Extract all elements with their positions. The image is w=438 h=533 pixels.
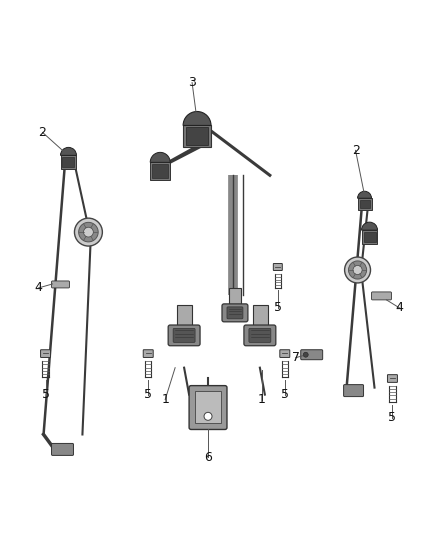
- Wedge shape: [183, 111, 211, 125]
- Circle shape: [303, 352, 308, 357]
- Text: 1: 1: [161, 393, 169, 406]
- FancyBboxPatch shape: [189, 385, 227, 430]
- FancyBboxPatch shape: [168, 325, 200, 346]
- Text: 4: 4: [396, 301, 403, 314]
- Wedge shape: [150, 152, 170, 163]
- FancyBboxPatch shape: [244, 325, 276, 346]
- FancyBboxPatch shape: [249, 328, 271, 342]
- FancyBboxPatch shape: [150, 163, 170, 180]
- Text: 6: 6: [204, 451, 212, 464]
- Circle shape: [353, 265, 362, 274]
- Text: 2: 2: [39, 126, 46, 139]
- Circle shape: [345, 257, 371, 283]
- Wedge shape: [60, 148, 77, 155]
- FancyBboxPatch shape: [388, 375, 397, 382]
- FancyBboxPatch shape: [177, 305, 192, 327]
- Text: 3: 3: [188, 76, 196, 89]
- FancyBboxPatch shape: [41, 350, 50, 358]
- FancyBboxPatch shape: [229, 288, 241, 306]
- FancyBboxPatch shape: [63, 157, 74, 167]
- Text: 7: 7: [292, 351, 300, 364]
- Text: 5: 5: [42, 388, 49, 401]
- Text: 5: 5: [389, 411, 396, 424]
- Circle shape: [79, 222, 98, 242]
- FancyBboxPatch shape: [253, 305, 268, 327]
- FancyBboxPatch shape: [152, 164, 168, 178]
- Text: 2: 2: [352, 144, 360, 157]
- FancyBboxPatch shape: [222, 304, 248, 322]
- FancyBboxPatch shape: [195, 391, 221, 423]
- Wedge shape: [357, 191, 371, 198]
- Text: 1: 1: [258, 393, 266, 406]
- FancyBboxPatch shape: [183, 125, 211, 148]
- FancyBboxPatch shape: [371, 292, 392, 300]
- Circle shape: [204, 413, 212, 421]
- Circle shape: [349, 261, 367, 279]
- FancyBboxPatch shape: [173, 328, 195, 342]
- FancyBboxPatch shape: [52, 281, 70, 288]
- FancyBboxPatch shape: [273, 263, 283, 270]
- FancyBboxPatch shape: [280, 350, 290, 358]
- FancyBboxPatch shape: [186, 127, 208, 146]
- FancyBboxPatch shape: [343, 385, 364, 397]
- Wedge shape: [361, 222, 378, 230]
- FancyBboxPatch shape: [52, 443, 74, 455]
- FancyBboxPatch shape: [364, 232, 375, 242]
- Text: 5: 5: [274, 301, 282, 314]
- FancyBboxPatch shape: [60, 155, 77, 169]
- Circle shape: [74, 218, 102, 246]
- FancyBboxPatch shape: [357, 198, 371, 210]
- FancyBboxPatch shape: [301, 350, 323, 360]
- Circle shape: [84, 227, 93, 237]
- Text: 5: 5: [144, 388, 152, 401]
- FancyBboxPatch shape: [143, 350, 153, 358]
- FancyBboxPatch shape: [227, 307, 243, 319]
- FancyBboxPatch shape: [361, 230, 378, 244]
- FancyBboxPatch shape: [360, 200, 370, 208]
- Text: 4: 4: [35, 281, 42, 294]
- Text: 5: 5: [281, 388, 289, 401]
